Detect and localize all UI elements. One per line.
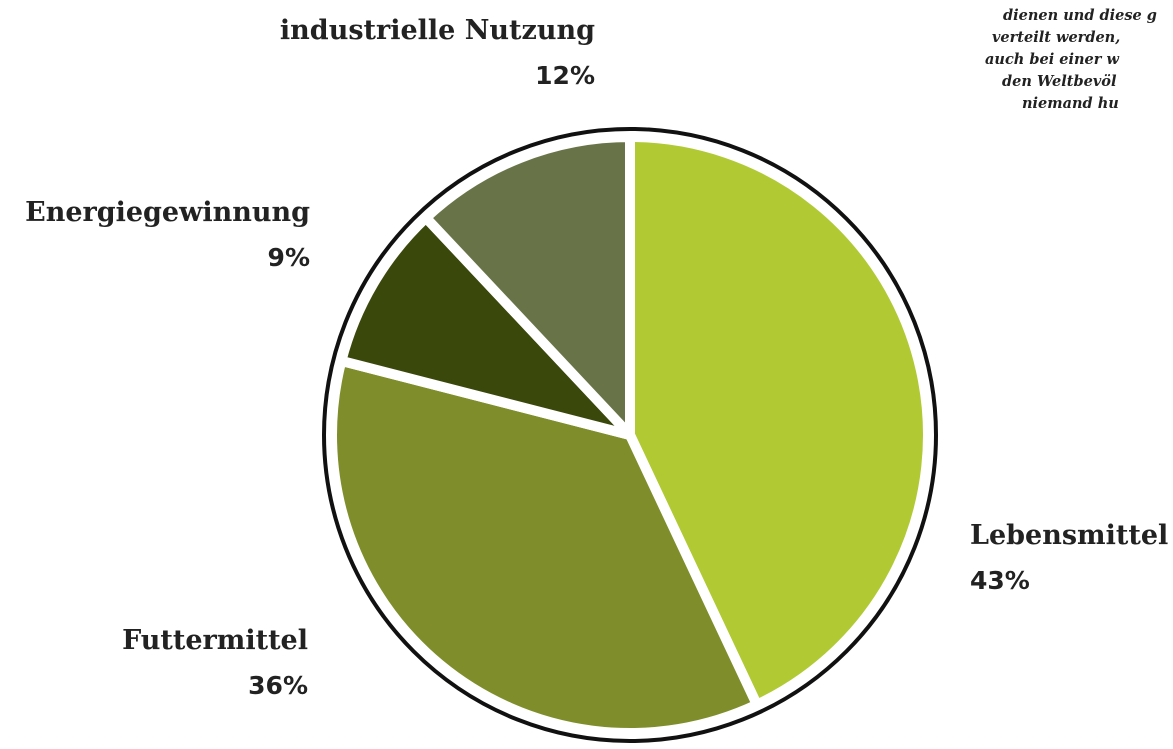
annotation-line: niemand hu	[1022, 95, 1119, 112]
pie-slice	[625, 132, 933, 710]
pie-slice	[336, 212, 635, 440]
annotation-line: den Weltbevöl	[1002, 73, 1117, 90]
slice-label: industrielle Nutzung	[280, 15, 595, 46]
labels: Lebensmittel 43% Futtermittel 36% Energiegew…	[25, 15, 1168, 700]
annotation-line: dienen und diese g	[1003, 7, 1157, 24]
slice-label: Futtermittel	[122, 625, 308, 656]
slice-label: Lebensmittel	[970, 520, 1168, 551]
annotation-line: verteilt werden,	[992, 29, 1120, 46]
annotation: dienen und diese g verteilt werden, auch b…	[985, 7, 1157, 112]
slice-value: 36%	[248, 671, 308, 700]
pie-slice	[327, 355, 762, 738]
slices	[327, 132, 933, 738]
slice-value: 43%	[970, 566, 1030, 595]
annotation-line: auch bei einer w	[985, 51, 1119, 68]
slice-label: Energiegewinnung	[25, 197, 310, 228]
slice-value: 12%	[535, 61, 595, 90]
pie-slice	[421, 132, 635, 440]
slice-value: 9%	[268, 243, 310, 272]
